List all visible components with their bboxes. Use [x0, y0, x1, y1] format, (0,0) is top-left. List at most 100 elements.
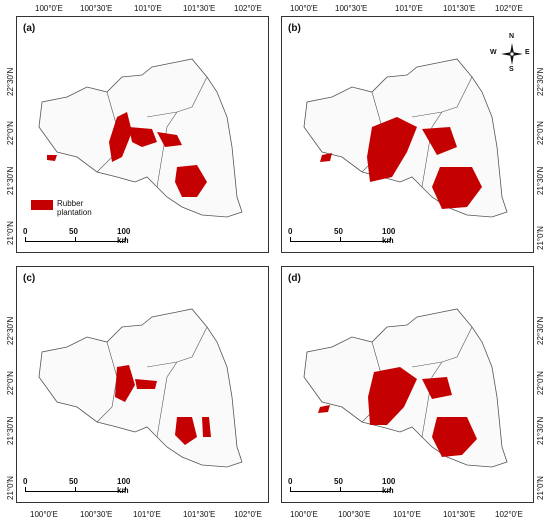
compass-icon: N S E W: [490, 33, 530, 73]
lat-label: 22°30'N: [6, 316, 15, 345]
lat-label: 21°0'N: [536, 226, 545, 250]
scale-tick: [290, 237, 291, 241]
rubber-patch: [422, 127, 457, 155]
lat-label: 22°0'N: [536, 121, 545, 145]
lon-label: 100°30'E: [338, 510, 371, 519]
map-panel-a: (a) Rubber plantation 0 50 100 km: [16, 16, 269, 253]
rubber-patch: [368, 367, 417, 425]
lon-label: 101°30'E: [443, 4, 476, 13]
map-panel-b: (b) N S E W 0 50 100 km: [281, 16, 534, 253]
lon-label: 102°0'E: [495, 510, 523, 519]
panel-label: (c): [23, 273, 36, 284]
scale-label: 0: [23, 477, 28, 486]
rubber-patch: [422, 377, 452, 399]
lat-label: 21°0'N: [6, 221, 15, 245]
lat-label: 21°0'N: [536, 476, 545, 500]
rubber-patch: [157, 132, 182, 147]
map-b-svg: [303, 58, 508, 218]
panel-label: (b): [288, 23, 301, 34]
scale-line: [25, 491, 125, 492]
map-a-svg: [38, 58, 243, 218]
scale-tick: [75, 487, 76, 491]
rubber-patch: [47, 155, 57, 161]
scale-tick: [340, 487, 341, 491]
scale-tick: [125, 487, 126, 491]
rubber-patch: [320, 153, 332, 162]
lon-label: 101°0'E: [134, 4, 162, 13]
scale-label: 0: [23, 227, 28, 236]
lon-label: 102°0'E: [495, 4, 523, 13]
lon-label: 101°0'E: [395, 4, 423, 13]
rubber-patch: [202, 417, 211, 437]
scale-tick: [290, 487, 291, 491]
scale-label: 0: [288, 227, 293, 236]
rubber-patch: [109, 112, 132, 162]
lat-label: 22°0'N: [6, 371, 15, 395]
map-panel-c: (c) 0 50 100 km: [16, 266, 269, 503]
scale-line: [290, 241, 390, 242]
lat-label: 21°30'N: [6, 166, 15, 195]
scale-line: [25, 241, 125, 242]
panel-label: (d): [288, 273, 301, 284]
rubber-patch: [115, 365, 135, 402]
rubber-patch: [432, 167, 482, 209]
scale-bar: 0 50 100 km: [23, 477, 135, 499]
lon-label: 100°30'E: [80, 510, 113, 519]
lon-label: 100°0'E: [290, 4, 318, 13]
lat-label: 22°0'N: [6, 121, 15, 145]
rubber-patch: [318, 405, 330, 413]
rubber-patch: [129, 127, 157, 147]
lat-label: 21°0'N: [6, 476, 15, 500]
compass-e: E: [525, 49, 530, 56]
lon-label: 101°30'E: [183, 4, 216, 13]
legend-label: Rubber plantation: [57, 199, 92, 217]
scale-label: 50: [69, 227, 78, 236]
scale-label: 0: [288, 477, 293, 486]
lat-label: 22°30'N: [536, 67, 545, 96]
lon-label: 102°0'E: [234, 4, 262, 13]
scale-tick: [125, 237, 126, 241]
scale-bar: 0 50 100 km: [288, 477, 400, 499]
scale-label: 100 km: [382, 227, 396, 245]
scale-label: 100 km: [117, 477, 131, 495]
scale-tick: [390, 237, 391, 241]
compass-rose-icon: [501, 43, 523, 65]
panel-label: (a): [23, 23, 36, 34]
scale-label: 50: [334, 477, 343, 486]
rubber-patch: [175, 417, 197, 445]
lon-label: 100°30'E: [335, 4, 368, 13]
scale-tick: [390, 487, 391, 491]
map-c-svg: [38, 308, 243, 468]
scale-label: 100 km: [382, 477, 396, 495]
lat-label: 21°30'N: [536, 166, 545, 195]
lon-label: 101°0'E: [393, 510, 421, 519]
scale-tick: [340, 237, 341, 241]
lon-label: 100°0'E: [30, 510, 58, 519]
scale-bar: 0 50 100 km: [23, 227, 135, 249]
lon-label: 100°0'E: [35, 4, 63, 13]
district-boundary: [96, 326, 208, 438]
map-d-svg: [303, 308, 508, 468]
map-panel-d: (d) 0 50 100 km: [281, 266, 534, 503]
lon-label: 102°0'E: [234, 510, 262, 519]
scale-label: 100 km: [117, 227, 131, 245]
rubber-patch: [175, 165, 207, 197]
rubber-patch: [367, 117, 417, 182]
rubber-patches: [320, 117, 482, 209]
scale-line: [290, 491, 390, 492]
scale-tick: [75, 237, 76, 241]
rubber-patches: [47, 112, 207, 197]
compass-s: S: [509, 66, 514, 73]
rubber-patch: [135, 379, 157, 389]
legend-swatch: [31, 200, 53, 210]
lat-label: 22°30'N: [536, 316, 545, 345]
scale-label: 50: [334, 227, 343, 236]
rubber-patches: [115, 365, 211, 445]
rubber-patch: [432, 417, 477, 457]
lon-label: 100°0'E: [290, 510, 318, 519]
rubber-patches: [318, 367, 477, 457]
lat-label: 22°0'N: [536, 371, 545, 395]
scale-bar: 0 50 100 km: [288, 227, 400, 249]
compass-n: N: [509, 33, 515, 40]
lon-label: 101°0'E: [133, 510, 161, 519]
